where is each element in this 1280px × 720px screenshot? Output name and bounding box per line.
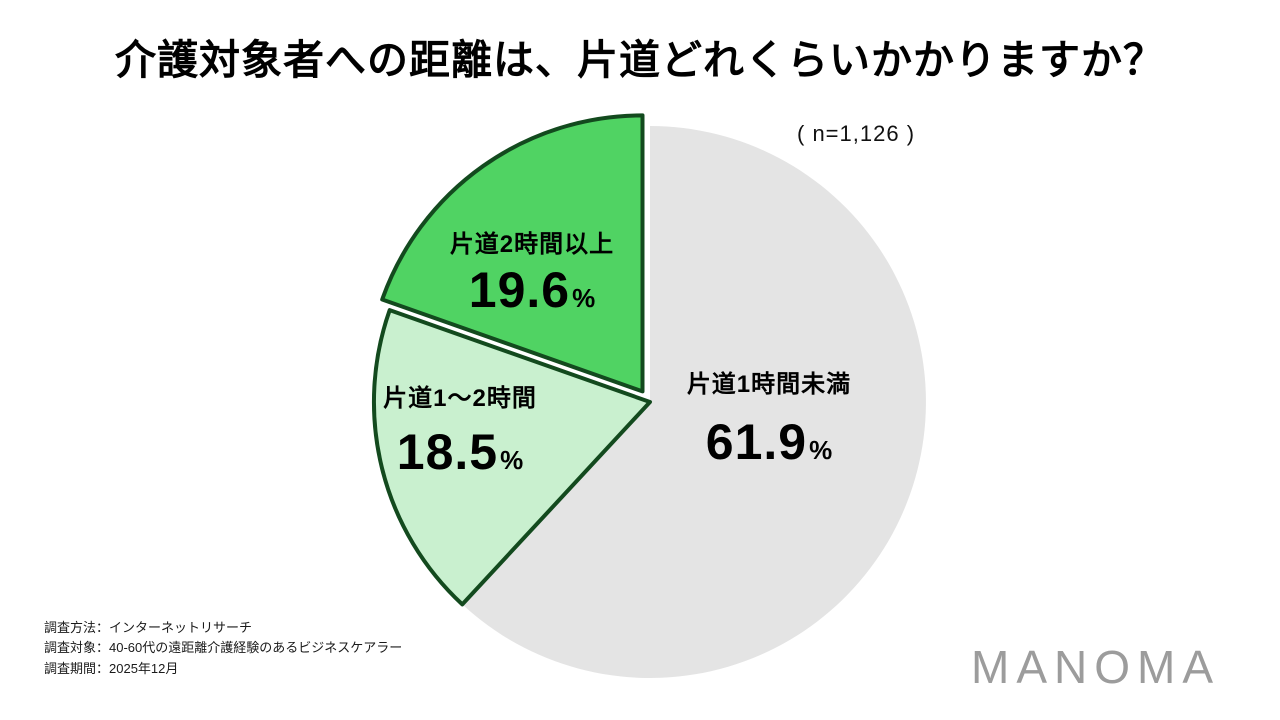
survey-period-line: 調査期間：2025年12月 — [44, 661, 179, 677]
chart-title: 介護対象者への距離は、片道どれくらいかかりますか？ — [115, 37, 1165, 83]
sample-size-label: ( n=1,126 ) — [797, 121, 916, 146]
percent-sign: % — [572, 283, 596, 313]
slice-name: 片道1時間未満 — [686, 371, 852, 398]
slice-value: 19.6 — [468, 262, 571, 318]
slice-label-under-1hour: 片道1時間未満 61.9% — [655, 364, 883, 467]
slice-label-2hours-plus: 片道2時間以上 19.6% — [412, 224, 652, 315]
pie-slice-2 — [380, 113, 645, 394]
slice-name: 片道1〜2時間 — [383, 385, 537, 412]
manoma-logo: MANOMA — [971, 641, 1220, 693]
survey-notes: 調査方法：インターネットリサーチ 調査対象：40-60代の遠距離介護経験のあるビ… — [44, 618, 402, 680]
pie-slice-0 — [462, 126, 926, 679]
slice-value: 18.5 — [396, 424, 499, 480]
survey-method-line: 調査方法：インターネットリサーチ — [44, 619, 253, 635]
slice-value: 61.9 — [705, 414, 808, 470]
slice-name: 片道2時間以上 — [449, 231, 615, 258]
slice-label-1to2-hours: 片道1〜2時間 18.5% — [350, 378, 570, 477]
pie-slice-1 — [371, 308, 652, 607]
percent-sign: % — [500, 445, 524, 475]
percent-sign: % — [809, 435, 833, 465]
survey-target-line: 調査対象：40-60代の遠距離介護経験のあるビジネスケアラー — [44, 640, 403, 656]
